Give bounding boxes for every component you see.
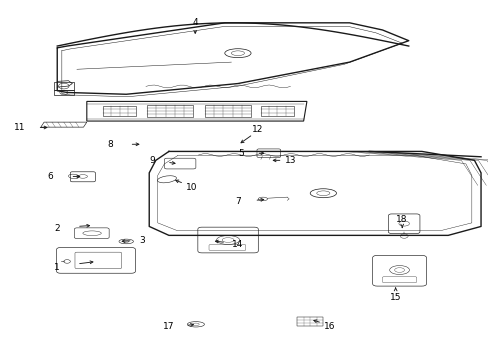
Text: 3: 3 (140, 236, 145, 245)
Text: 5: 5 (238, 149, 244, 158)
Text: 15: 15 (389, 293, 401, 302)
Text: 2: 2 (54, 224, 60, 233)
Text: 4: 4 (192, 18, 198, 27)
Text: 7: 7 (235, 197, 240, 206)
Text: 9: 9 (149, 156, 155, 165)
Text: 1: 1 (54, 263, 60, 272)
Text: 10: 10 (186, 183, 197, 192)
Text: 16: 16 (324, 322, 335, 331)
Text: 8: 8 (107, 140, 112, 149)
Text: 6: 6 (48, 172, 53, 181)
Text: 18: 18 (396, 215, 407, 224)
Text: 13: 13 (284, 156, 296, 165)
Text: 17: 17 (163, 322, 174, 331)
Text: 12: 12 (251, 126, 263, 135)
Text: 11: 11 (14, 123, 25, 132)
Text: 14: 14 (232, 240, 243, 249)
